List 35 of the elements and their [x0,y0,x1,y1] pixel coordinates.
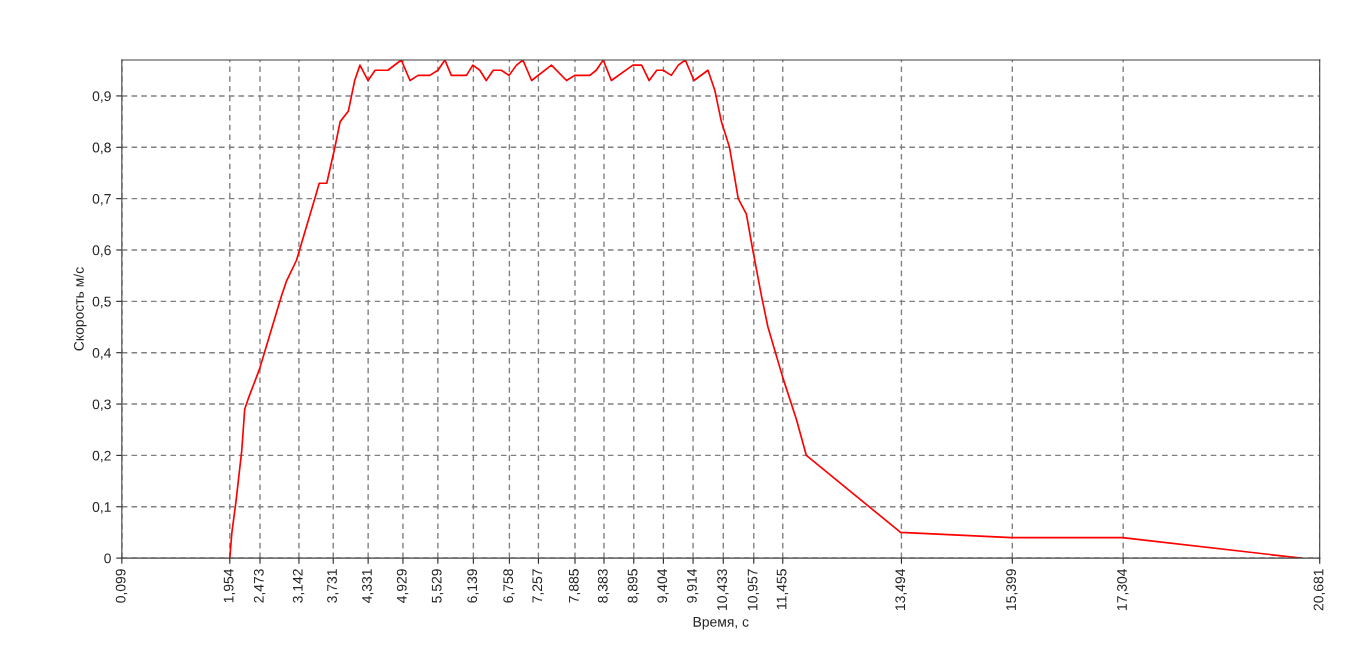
x-tick-label: 5,529 [431,569,444,603]
x-tick-label: 17,304 [1117,568,1129,610]
x-tick-label: 2,473 [253,569,266,603]
y-tick-label: 0,9 [92,91,111,103]
y-tick-label: 0,1 [92,502,111,514]
x-tick-label: 8,383 [597,569,610,603]
x-tick-label: 7,257 [532,569,544,603]
x-tick-label: 9,914 [686,568,699,603]
x-tick-label: 10,957 [747,569,760,610]
y-tick-label: 0,2 [92,450,111,463]
x-axis-title: Время, с [693,617,749,630]
x-tick-label: 20,681 [1313,569,1326,611]
y-tick-label: 0,7 [92,193,111,206]
x-tick-label: 15,399 [1006,569,1018,610]
x-tick-label: 4,331 [362,569,374,603]
y-tick-label: 0,3 [92,399,111,411]
y-tick-label: 0,8 [92,142,111,155]
x-tick-label: 7,885 [568,569,581,603]
x-tick-label: 9,404 [657,568,669,603]
x-tick-label: 4,929 [396,569,409,603]
x-tick-label: 13,494 [895,568,907,610]
x-tick-label: 10,433 [717,569,729,610]
y-tick-label: 0 [104,553,111,564]
x-tick-label: 1,954 [223,568,236,603]
x-tick-label: 11,455 [776,569,789,609]
y-tick-label: 0,6 [92,245,111,257]
x-tick-label: 3,142 [292,569,305,603]
x-tick-label: 8,895 [627,569,640,603]
x-tick-label: 0,099 [115,569,128,603]
x-tick-label: 6,139 [467,569,479,603]
y-tick-label: 0,5 [92,296,111,309]
x-tick-label: 6,758 [503,569,515,603]
y-tick-label: 0,4 [92,348,112,360]
y-axis-title: Скорость м/с [73,267,87,351]
x-tick-label: 3,731 [327,569,339,603]
